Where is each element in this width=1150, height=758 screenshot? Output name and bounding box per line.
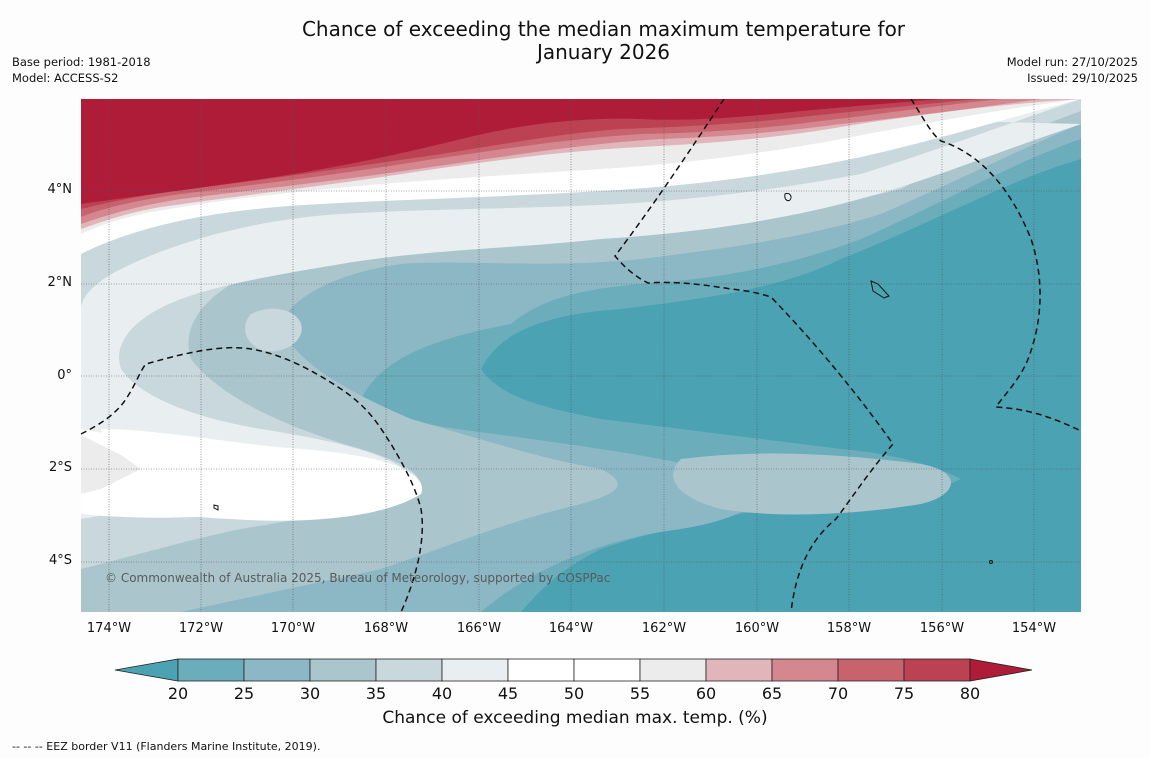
colorbar-tick-label: 60 [695, 684, 717, 703]
map-title-line2: January 2026 [536, 40, 671, 64]
eez-borders [81, 99, 1081, 612]
colorbar-tick-label: 45 [497, 684, 519, 703]
colorbar-tick-label: 70 [827, 684, 849, 703]
meta-left: Base period: 1981-2018 Model: ACCESS-S2 [12, 54, 151, 86]
graticule-lines [81, 99, 1081, 612]
colorbar-tick-label: 50 [563, 684, 585, 703]
lon-label-156w: 156°W [919, 621, 965, 636]
model-text: Model: ACCESS-S2 [12, 71, 119, 85]
colorbar-swatch [837, 658, 905, 682]
colorbar-tick-label: 65 [761, 684, 783, 703]
lat-label-2n: 2°N [47, 275, 73, 290]
lon-label-172w: 172°W [178, 621, 224, 636]
map-title-line1: Chance of exceeding the median maximum t… [301, 17, 906, 41]
base-period-text: Base period: 1981-2018 [12, 55, 151, 69]
lon-label-162w: 162°W [641, 621, 687, 636]
colorbar-swatch [177, 658, 245, 682]
probability-map: © Commonwealth of Australia 2025, Bureau… [81, 99, 1081, 612]
lon-label-170w: 170°W [270, 621, 316, 636]
colorbar-tick-label: 35 [365, 684, 387, 703]
lat-label-4s: 4°S [48, 553, 72, 568]
colorbar-tick-label: 25 [233, 684, 255, 703]
map-title: Chance of exceeding the median maximum t… [250, 18, 957, 64]
issued-text: Issued: 29/10/2025 [1027, 71, 1138, 85]
lon-label-164w: 164°W [548, 621, 594, 636]
colorbar-swatch [771, 658, 839, 682]
lon-label-168w: 168°W [363, 621, 409, 636]
lon-label-154w: 154°W [1011, 621, 1057, 636]
band-50-core [101, 429, 423, 521]
colorbar-tick-label: 75 [893, 684, 915, 703]
lat-label-4n: 4°N [47, 182, 73, 197]
colorbar [114, 658, 1033, 682]
band-60-patch [81, 435, 141, 494]
islands [213, 193, 993, 564]
colorbar-swatch [441, 658, 509, 682]
colorbar-swatch [639, 658, 707, 682]
copyright-notice: © Commonwealth of Australia 2025, Bureau… [105, 571, 611, 585]
model-run-text: Model run: 27/10/2025 [1006, 55, 1138, 69]
map-canvas [81, 99, 1081, 612]
legend-title: Chance of exceeding median max. temp. (%… [382, 708, 768, 728]
band-35-patch [673, 453, 951, 515]
colorbar-swatch [309, 658, 377, 682]
band-40-patch [245, 308, 302, 352]
band-45 [81, 99, 1081, 519]
lon-label-160w: 160°W [734, 621, 780, 636]
meta-right: Model run: 27/10/2025 Issued: 29/10/2025 [1007, 54, 1138, 86]
colorbar-tick-label: 55 [629, 684, 651, 703]
colorbar-swatch [507, 658, 575, 682]
colorbar-tick-label: 20 [167, 684, 189, 703]
colorbar-swatch [243, 658, 311, 682]
colorbar-swatch [903, 658, 971, 682]
colorbar-extend-low [114, 658, 179, 682]
colorbar-tick-label: 30 [299, 684, 321, 703]
lon-label-174w: 174°W [86, 621, 132, 636]
colorbar-swatch [573, 658, 641, 682]
colorbar-swatch [705, 658, 773, 682]
band-80plus [81, 99, 941, 204]
colorbar-tick-label: 80 [959, 684, 981, 703]
lon-label-158w: 158°W [826, 621, 872, 636]
lat-label-2s: 2°S [48, 460, 72, 475]
colorbar-swatch [375, 658, 443, 682]
lon-label-166w: 166°W [456, 621, 502, 636]
eez-footnote: -- -- -- EEZ border V11 (Flanders Marine… [12, 740, 321, 753]
colorbar-tick-label: 40 [431, 684, 453, 703]
lat-label-0: 0° [57, 368, 72, 383]
colorbar-extend-high [969, 658, 1033, 682]
